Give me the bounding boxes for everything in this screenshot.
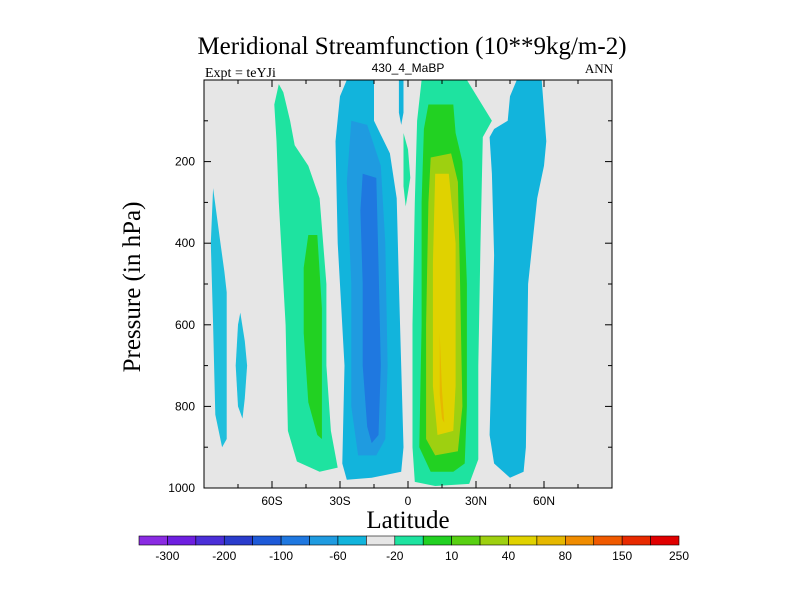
colorbar-label: 150 [612, 549, 632, 563]
colorbar-label: -300 [155, 549, 179, 563]
contour-region-1 [235, 312, 248, 419]
contour-region-13 [439, 333, 445, 423]
colorbar-label: -20 [386, 549, 404, 563]
colorbar-swatch [508, 535, 538, 546]
colorbar-label: -200 [212, 549, 236, 563]
colorbar-label: 250 [669, 549, 689, 563]
season-label: ANN [585, 61, 614, 76]
colorbar-swatch [593, 535, 623, 546]
colorbar-label: 10 [445, 549, 459, 563]
x-tick-label: 60N [533, 494, 555, 508]
chart-title: Meridional Streamfunction (10**9kg/m-2) [197, 33, 626, 60]
y-tick-label: 1000 [168, 481, 195, 495]
colorbar-swatch [309, 535, 339, 546]
contour-region-3 [303, 235, 322, 439]
colorbar-swatch [223, 535, 253, 546]
colorbar-swatch [422, 535, 452, 546]
colorbar-label: -100 [269, 549, 293, 563]
colorbar-swatch [195, 535, 225, 546]
colorbar-label: -60 [329, 549, 347, 563]
contour-region-6 [360, 173, 381, 444]
colorbar-label: 80 [559, 549, 573, 563]
contour-fills [210, 80, 547, 486]
colorbar-swatch [167, 535, 197, 546]
x-tick-label: 60S [261, 494, 282, 508]
period-label: 430_4_MaBP [372, 61, 445, 75]
colorbar-swatch [536, 535, 566, 546]
colorbar-swatch [650, 535, 680, 546]
x-tick-label: 0 [405, 494, 412, 508]
y-axis-label: Pressure (in hPa) [119, 202, 146, 373]
contour-region-14 [489, 80, 547, 478]
colorbar-swatch [479, 535, 509, 546]
y-tick-label: 800 [175, 399, 195, 413]
colorbar-swatch [451, 535, 481, 546]
contour-region-12 [432, 173, 456, 436]
colorbar-swatch [337, 535, 367, 546]
contour-region-7 [398, 80, 404, 125]
colorbar-swatch [366, 535, 396, 546]
x-axis-label: Latitude [366, 507, 449, 534]
experiment-label: Expt = teYJi [205, 66, 276, 81]
contour-region-8 [403, 133, 411, 207]
colorbar-swatch [565, 535, 595, 546]
colorbar-swatch [252, 535, 282, 546]
colorbar-swatch [280, 535, 310, 546]
axis-ticks: 60S 30S 0 30N 60N 200 400 600 800 1000 [168, 80, 612, 508]
colorbar-swatch [621, 535, 651, 546]
colorbar-swatch [138, 535, 168, 546]
plot-background [204, 80, 612, 488]
x-tick-label: 30S [329, 494, 350, 508]
contour-region-0 [210, 188, 227, 448]
colorbar-label: 40 [502, 549, 516, 563]
y-tick-label: 400 [175, 236, 195, 250]
y-tick-label: 600 [175, 318, 195, 332]
colorbar-swatch [394, 535, 424, 546]
x-tick-label: 30N [465, 494, 487, 508]
y-tick-label: 200 [175, 155, 195, 169]
plot-area: 60S 30S 0 30N 60N 200 400 600 800 1000 [168, 79, 613, 508]
colorbar: -300 -200 -100 -60 -20 10 40 80 150 250 [138, 535, 689, 563]
